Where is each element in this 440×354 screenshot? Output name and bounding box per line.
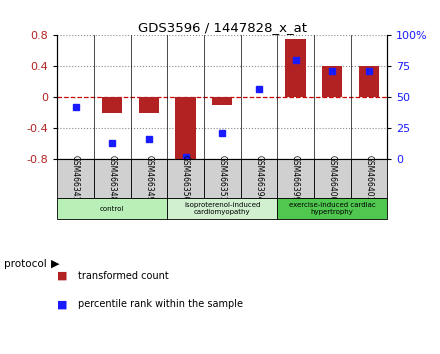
Text: control: control <box>100 206 125 212</box>
Text: exercise-induced cardiac
hypertrophy: exercise-induced cardiac hypertrophy <box>289 202 376 215</box>
Text: ▶: ▶ <box>51 259 59 269</box>
Text: GSM466399: GSM466399 <box>291 155 300 201</box>
Bar <box>139 97 159 113</box>
Text: ■: ■ <box>57 271 68 281</box>
Text: GSM466348: GSM466348 <box>108 155 117 201</box>
Text: percentile rank within the sample: percentile rank within the sample <box>78 299 243 309</box>
Bar <box>57 198 167 219</box>
Text: GSM466341: GSM466341 <box>71 155 80 201</box>
Text: GSM466401: GSM466401 <box>364 155 374 201</box>
Bar <box>277 198 387 219</box>
Text: GSM466351: GSM466351 <box>218 155 227 201</box>
Bar <box>277 159 314 198</box>
Bar <box>212 97 232 105</box>
Bar <box>286 39 306 97</box>
Text: protocol: protocol <box>4 259 47 269</box>
Bar <box>314 159 351 198</box>
Bar <box>176 97 196 159</box>
Bar <box>167 159 204 198</box>
Bar <box>167 198 277 219</box>
Text: GSM466400: GSM466400 <box>328 155 337 201</box>
Text: ■: ■ <box>57 299 68 309</box>
Bar <box>204 159 241 198</box>
Bar <box>57 159 94 198</box>
Text: GSM466349: GSM466349 <box>144 155 154 201</box>
Text: isoproterenol-induced
cardiomyopathy: isoproterenol-induced cardiomyopathy <box>184 202 260 215</box>
Text: transformed count: transformed count <box>78 271 169 281</box>
Text: GSM466394: GSM466394 <box>254 155 264 201</box>
Bar <box>359 66 379 97</box>
Text: GSM466350: GSM466350 <box>181 155 190 201</box>
Title: GDS3596 / 1447828_x_at: GDS3596 / 1447828_x_at <box>138 21 307 34</box>
Bar <box>322 66 342 97</box>
Bar <box>94 159 131 198</box>
Bar <box>351 159 387 198</box>
Bar <box>102 97 122 113</box>
Bar <box>131 159 167 198</box>
Bar <box>241 159 277 198</box>
